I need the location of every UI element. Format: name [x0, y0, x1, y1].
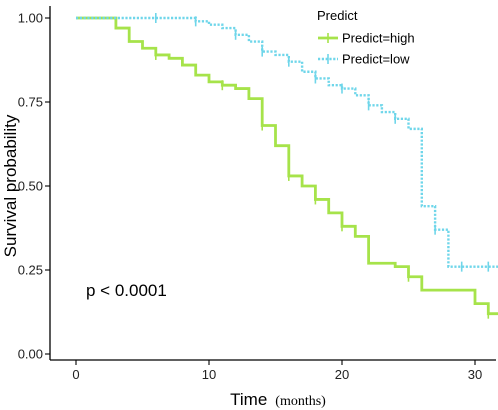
series-predict-high-curve	[76, 16, 498, 316]
censor-marks	[155, 13, 490, 319]
x-tick-label: 20	[335, 367, 349, 382]
x-tick-label: 0	[72, 367, 79, 382]
series-predict-low-curve	[76, 16, 498, 268]
x-axis-label-unit: (months)	[275, 394, 326, 409]
survival-curves	[76, 16, 498, 316]
x-axis-label: Time (months)	[230, 390, 326, 409]
x-tick-label: 30	[468, 367, 482, 382]
legend-label: Predict=low	[342, 52, 410, 67]
legend-title: Predict	[317, 8, 358, 23]
legend: Predict Predict=high Predict=low	[317, 8, 415, 67]
ticks: 0.00 0.25 0.50 0.75 1.00 0 10 20 30	[18, 11, 483, 383]
y-axis-label: Survival probability	[1, 114, 20, 257]
x-tick-label: 10	[202, 367, 216, 382]
p-value-annotation: p < 0.0001	[86, 281, 167, 300]
y-tick-label: 0.50	[18, 179, 43, 194]
y-tick-label: 0.25	[18, 263, 43, 278]
y-tick-label: 0.00	[18, 347, 43, 362]
x-axis-label-main: Time	[230, 390, 267, 409]
y-tick-label: 0.75	[18, 95, 43, 110]
legend-label: Predict=high	[342, 31, 415, 46]
axes	[49, 6, 496, 361]
y-tick-label: 1.00	[18, 11, 43, 26]
